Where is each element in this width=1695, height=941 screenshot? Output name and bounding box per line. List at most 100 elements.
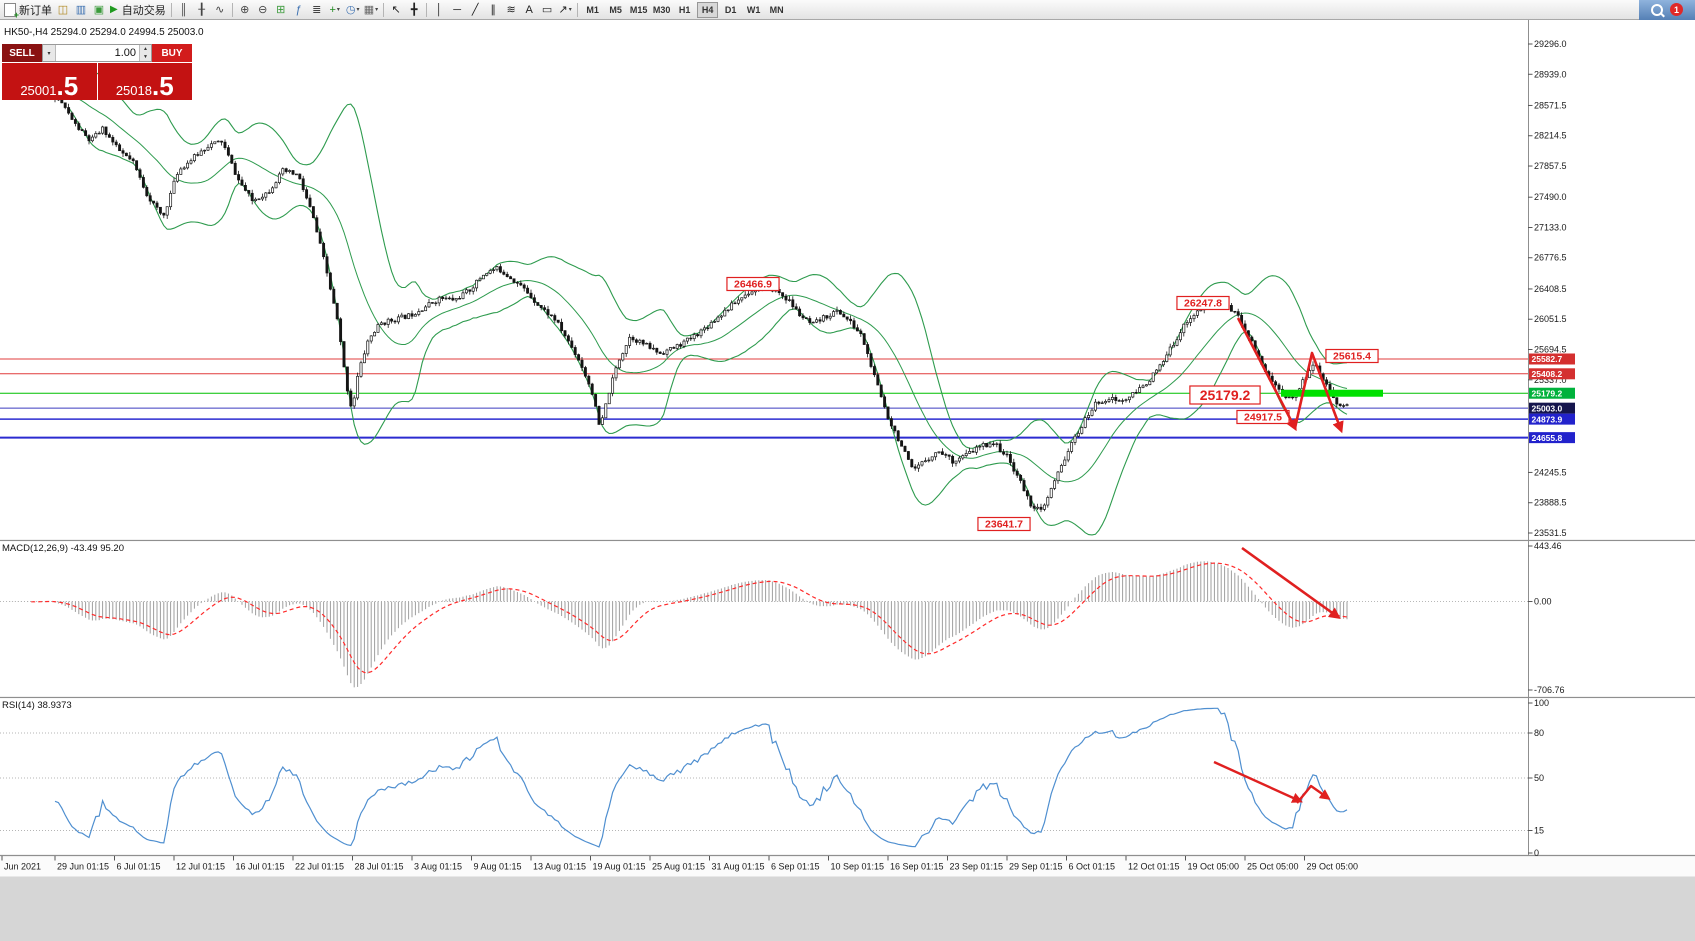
svg-text:25179.2: 25179.2 <box>1200 387 1251 403</box>
buy-price[interactable]: 25018.5 <box>97 63 192 100</box>
svg-text:29 Sep 01:15: 29 Sep 01:15 <box>1009 862 1063 872</box>
objects-list-button[interactable]: ≣ <box>308 1 326 19</box>
svg-text:80: 80 <box>1534 728 1544 738</box>
timeframe-mn-button[interactable]: MN <box>769 4 784 15</box>
volume-decrease-button[interactable]: ▼ <box>140 53 151 61</box>
crosshair-button[interactable]: ╋ <box>405 1 423 19</box>
svg-text:0.00: 0.00 <box>1534 597 1552 607</box>
svg-text:23531.5: 23531.5 <box>1534 528 1567 538</box>
chart-canvas[interactable]: 26466.9 26247.8 25615.4 25179.2 24917.5 23641… <box>0 20 1695 941</box>
new-order-button[interactable]: + 新订单 <box>2 1 54 19</box>
buy-button[interactable]: BUY <box>152 44 192 62</box>
svg-text:23 Sep 01:15: 23 Sep 01:15 <box>950 862 1004 872</box>
svg-text:12 Jul 01:15: 12 Jul 01:15 <box>176 862 225 872</box>
toolbar-buttons: + 新订单 ◫ ▥ ▣ ▶ 自动交易 ║ ╂ ∿ ⊕ ⊖ ⊞ ƒ ≣ + ▾ ◷ ▾ ▦ ▾ ↖ ╋ │ ─ ╱ ∥ ≋ A ▭ ↗ ▾ M1 M… <box>0 0 788 20</box>
zoom-in-icon: ⊕ <box>240 3 250 16</box>
timeframe-h1-button[interactable]: H1 <box>678 4 691 15</box>
price-annotation[interactable]: 24917.5 <box>1236 409 1290 425</box>
trendline-button[interactable]: ╱ <box>466 1 484 19</box>
volume-increase-button[interactable]: ▲ <box>140 45 151 53</box>
trend-arrows[interactable] <box>1236 317 1344 434</box>
templates-icon: ▦ <box>363 3 375 16</box>
templates-button[interactable]: ▦ ▾ <box>362 1 380 19</box>
svg-text:19 Aug 01:15: 19 Aug 01:15 <box>593 862 646 872</box>
timeframe-d1-button[interactable]: D1 <box>724 4 737 15</box>
fibonacci-button[interactable]: ≋ <box>502 1 520 19</box>
svg-text:Jun 2021: Jun 2021 <box>4 862 41 872</box>
toolbar-separator <box>383 2 385 17</box>
volume-dropdown-button[interactable]: ▾ <box>43 45 56 61</box>
svg-text:26408.5: 26408.5 <box>1534 284 1567 294</box>
toolbar-separator <box>426 2 428 17</box>
objects-list-icon: ≣ <box>312 3 322 16</box>
timeframe-m5-button[interactable]: M5 <box>609 4 622 15</box>
price-annotation[interactable]: 25615.4 <box>1325 348 1379 364</box>
volume-input[interactable]: 1.00 <box>114 47 136 59</box>
macd-arrow <box>1241 546 1341 620</box>
timeframe-m15-button[interactable]: M15 <box>629 4 648 15</box>
cursor-icon: ↖ <box>391 3 401 16</box>
svg-text:16 Jul 01:15: 16 Jul 01:15 <box>236 862 285 872</box>
indicators-button[interactable]: ƒ <box>290 1 308 19</box>
new-order-label: 新订单 <box>19 4 52 17</box>
charts-window-icon[interactable]: ◫ <box>54 1 72 19</box>
horizontal-line-button[interactable]: ─ <box>448 1 466 19</box>
svg-text:19 Oct 05:00: 19 Oct 05:00 <box>1188 862 1240 872</box>
timeframe-m30-button[interactable]: M30 <box>652 4 671 15</box>
timeframe-w1-button[interactable]: W1 <box>746 4 761 15</box>
periods-icon: ◷ <box>345 3 356 16</box>
line-chart-button[interactable]: ∿ <box>211 1 229 19</box>
time-axis[interactable]: Jun 2021 29 Jun 01:15 6 Jul 01:15 12 Jul 01… <box>1 856 1359 872</box>
arrows-button[interactable]: ↗ ▾ <box>556 1 574 19</box>
periods-button[interactable]: ◷ ▾ <box>344 1 362 19</box>
timeframe-m1-button[interactable]: M1 <box>586 4 599 15</box>
price-annotation[interactable]: 26466.9 <box>726 276 780 292</box>
notification-badge[interactable]: 1 <box>1670 3 1683 16</box>
highlight-bar[interactable] <box>1281 389 1383 397</box>
svg-text:29 Oct 05:00: 29 Oct 05:00 <box>1307 862 1359 872</box>
data-window-icon[interactable]: ▥ <box>72 1 90 19</box>
svg-text:24655.8: 24655.8 <box>1532 433 1563 443</box>
svg-text:25003.0: 25003.0 <box>1532 403 1563 413</box>
trendline-icon: ╱ <box>471 3 479 16</box>
add-indicator-button[interactable]: + ▾ <box>326 1 344 19</box>
svg-text:6 Oct 01:15: 6 Oct 01:15 <box>1069 862 1116 872</box>
text-button[interactable]: A <box>520 1 538 19</box>
zoom-in-button[interactable]: ⊕ <box>236 1 254 19</box>
svg-text:26466.9: 26466.9 <box>734 279 772 291</box>
sell-price[interactable]: 25001.5 <box>2 63 97 100</box>
tile-windows-button[interactable]: ⊞ <box>272 1 290 19</box>
rsi-arrow <box>1296 784 1331 804</box>
toolbar-search-area: 1 <box>1639 0 1695 20</box>
equidistant-channel-button[interactable]: ∥ <box>484 1 502 19</box>
cursor-button[interactable]: ↖ <box>387 1 405 19</box>
text-label-button[interactable]: ▭ <box>538 1 556 19</box>
price-annotation[interactable]: 25179.2 <box>1189 385 1261 405</box>
bar-chart-button[interactable]: ║ <box>175 1 193 19</box>
zoom-out-button[interactable]: ⊖ <box>254 1 272 19</box>
zoom-out-icon: ⊖ <box>258 3 268 16</box>
timeframe-h4-button[interactable]: H4 <box>697 1 719 18</box>
svg-text:9 Aug 01:15: 9 Aug 01:15 <box>474 862 522 872</box>
price-annotation[interactable]: 23641.7 <box>977 516 1031 532</box>
candlestick-button[interactable]: ╂ <box>193 1 211 19</box>
crosshair-icon: ╋ <box>410 3 418 16</box>
price-annotation[interactable]: 26247.8 <box>1176 295 1230 311</box>
price-axis[interactable]: 29296.0 28939.0 28571.5 28214.5 27857.5 27490… <box>1528 39 1575 858</box>
macd-indicator-label: MACD(12,26,9) -43.49 95.20 <box>2 543 124 554</box>
sell-button[interactable]: SELL <box>2 44 42 62</box>
market-watch-icon[interactable]: ▣ <box>90 1 108 19</box>
dropdown-caret-icon: ▾ <box>356 7 360 13</box>
svg-text:6 Sep 01:15: 6 Sep 01:15 <box>771 862 820 872</box>
data-window-icon: ▥ <box>75 3 87 16</box>
vertical-line-button[interactable]: │ <box>430 1 448 19</box>
search-icon[interactable] <box>1651 3 1663 16</box>
candlesticks <box>2 85 1349 513</box>
horizontal-line-icon: ─ <box>453 3 462 16</box>
volume-control: ▾ 1.00 ▲ ▼ <box>42 44 152 62</box>
equidistant-channel-icon: ∥ <box>490 3 496 16</box>
svg-text:12 Oct 01:15: 12 Oct 01:15 <box>1128 862 1180 872</box>
svg-text:26051.5: 26051.5 <box>1534 314 1567 324</box>
auto-trading-button[interactable]: ▶ 自动交易 <box>108 1 168 19</box>
svg-text:27857.5: 27857.5 <box>1534 161 1567 171</box>
